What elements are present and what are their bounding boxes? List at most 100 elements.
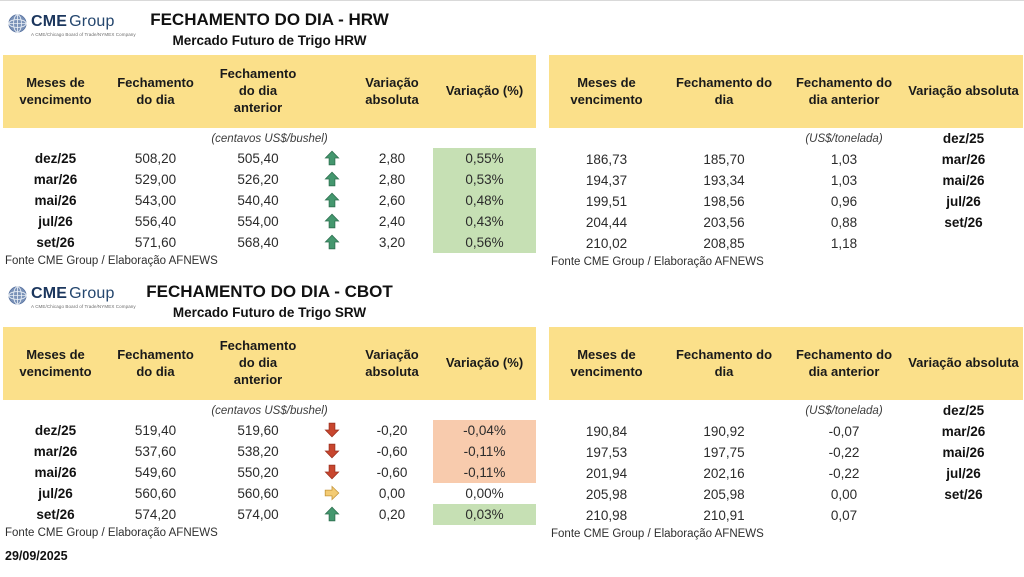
abs-change-cell: -0,60	[376, 444, 408, 459]
abs-change-cell: 2,80	[378, 172, 406, 187]
prev-close-cell: 568,40	[237, 235, 279, 250]
prev-close-cell: 198,56	[703, 194, 745, 209]
section-subtitle: Mercado Futuro de Trigo SRW	[172, 305, 367, 320]
trend-up-icon	[313, 148, 351, 169]
pct-change-cell: 0,56%	[433, 232, 536, 253]
close-cell: 199,51	[585, 194, 628, 209]
abs-change-cell: 2,60	[378, 193, 406, 208]
month-cell: set/26	[36, 235, 75, 250]
pct-change-cell: -0,11%	[433, 441, 536, 462]
close-cell: 560,60	[134, 486, 177, 501]
abs-change-cell: 2,80	[378, 151, 406, 166]
section-cbot-header: CME Group A CME/Chicago Board of Trade/NY…	[3, 281, 1022, 327]
close-cell: 574,20	[134, 507, 177, 522]
prev-close-cell: 208,85	[703, 236, 745, 251]
prev-close-cell: 202,16	[703, 466, 745, 481]
logo-text: CME Group A CME/Chicago Board of Trade/NY…	[31, 13, 136, 37]
unit-note: (US$/tonelada)	[805, 405, 883, 417]
unit-note: (centavos US$/bushel)	[211, 405, 328, 417]
trend-down-icon	[313, 462, 351, 483]
month-cell: mai/26	[34, 193, 77, 208]
close-cell: 186,73	[585, 152, 628, 167]
pct-change-cell: 0,00%	[465, 486, 504, 501]
col-header-abs-change: Variação absoluta	[351, 55, 433, 128]
month-cell: mai/26	[942, 173, 985, 188]
trend-down-icon	[313, 441, 351, 462]
abs-change-cell: 3,20	[378, 235, 406, 250]
section-hrw-header: CME Group A CME/Chicago Board of Trade/NY…	[3, 9, 1022, 55]
pct-change-cell: 0,03%	[433, 504, 536, 525]
abs-change-cell: -0,07	[828, 424, 860, 439]
prev-close-cell: 203,56	[703, 215, 745, 230]
source-note: Fonte CME Group / Elaboração AFNEWS	[551, 528, 764, 540]
logo-group: Group	[69, 13, 115, 30]
col-header-pct-change: Variação (%)	[433, 55, 536, 128]
source-note: Fonte CME Group / Elaboração AFNEWS	[551, 256, 764, 268]
abs-change-cell: -0,22	[828, 445, 860, 460]
section-subtitle: Mercado Futuro de Trigo HRW	[172, 33, 367, 48]
globe-icon	[8, 14, 27, 33]
logo-text: CME Group A CME/Chicago Board of Trade/NY…	[31, 285, 136, 309]
abs-change-cell: 0,20	[378, 507, 406, 522]
month-cell: dez/25	[942, 403, 985, 418]
section-cbot: CME Group A CME/Chicago Board of Trade/NY…	[3, 281, 1023, 540]
abs-change-cell: 0,00	[378, 486, 406, 501]
abs-change-cell: -0,22	[828, 466, 860, 481]
month-cell: dez/25	[34, 423, 77, 438]
close-cell: 549,60	[134, 465, 177, 480]
abs-change-cell: 1,18	[830, 236, 858, 251]
trend-up-icon	[313, 211, 351, 232]
logo-cme: CME	[31, 13, 68, 30]
col-header-month: Meses de vencimento	[3, 327, 108, 400]
close-cell: 537,60	[134, 444, 177, 459]
hrw-tonne-table: Meses de vencimento Fechamento do dia Fe…	[549, 55, 1023, 268]
month-cell: mar/26	[941, 424, 986, 439]
close-cell: 571,60	[134, 235, 177, 250]
pct-change-cell: -0,04%	[433, 420, 536, 441]
col-header-abs-change: Variação absoluta	[351, 327, 433, 400]
close-cell: 210,02	[585, 236, 628, 251]
month-cell: mar/26	[33, 172, 78, 187]
trend-up-icon	[313, 190, 351, 211]
col-header-pct-change: Variação (%)	[433, 327, 536, 400]
col-header-close: Fechamento do dia	[664, 327, 784, 400]
close-cell: 529,00	[134, 172, 177, 187]
prev-close-cell: 190,92	[703, 424, 745, 439]
col-header-prev-close: Fechamento do dia anterior	[203, 55, 313, 128]
close-cell: 197,53	[585, 445, 628, 460]
cme-group-logo: CME Group A CME/Chicago Board of Trade/NY…	[8, 285, 136, 309]
pct-change-cell: -0,11%	[433, 462, 536, 483]
prev-close-cell: 526,20	[237, 172, 279, 187]
abs-change-cell: 2,40	[378, 214, 406, 229]
month-cell: dez/25	[34, 151, 77, 166]
prev-close-cell: 193,34	[703, 173, 745, 188]
trend-up-icon	[313, 504, 351, 525]
month-cell: jul/26	[38, 214, 73, 229]
trend-flat-icon	[313, 483, 351, 504]
col-header-close: Fechamento do dia	[108, 327, 203, 400]
source-note: Fonte CME Group / Elaboração AFNEWS	[5, 255, 218, 267]
month-cell: jul/26	[946, 466, 981, 481]
prev-close-cell: 560,60	[237, 486, 279, 501]
col-header-prev-close: Fechamento do dia anterior	[203, 327, 313, 400]
close-cell: 204,44	[585, 215, 628, 230]
globe-icon	[8, 286, 27, 305]
month-cell: jul/26	[38, 486, 73, 501]
srw-bushel-table: Meses de vencimento Fechamento do dia Fe…	[3, 327, 536, 540]
prev-close-cell: 550,20	[237, 465, 279, 480]
logo-tagline: A CME/Chicago Board of Trade/NYMEX Compa…	[31, 32, 136, 37]
srw-tonne-table: Meses de vencimento Fechamento do dia Fe…	[549, 327, 1023, 540]
close-cell: 543,00	[134, 193, 177, 208]
prev-close-cell: 185,70	[703, 152, 745, 167]
prev-close-cell: 505,40	[237, 151, 279, 166]
month-cell: dez/25	[942, 131, 985, 146]
close-cell: 519,40	[134, 423, 177, 438]
close-cell: 194,37	[585, 173, 628, 188]
col-header-abs-change: Variação absoluta	[904, 55, 1023, 128]
logo-group: Group	[69, 285, 115, 302]
prev-close-cell: 554,00	[237, 214, 279, 229]
col-header-arrow-spacer	[313, 55, 351, 128]
abs-change-cell: 1,03	[830, 173, 858, 188]
cbot-tables: Meses de vencimento Fechamento do dia Fe…	[3, 327, 1023, 540]
col-header-close: Fechamento do dia	[664, 55, 784, 128]
